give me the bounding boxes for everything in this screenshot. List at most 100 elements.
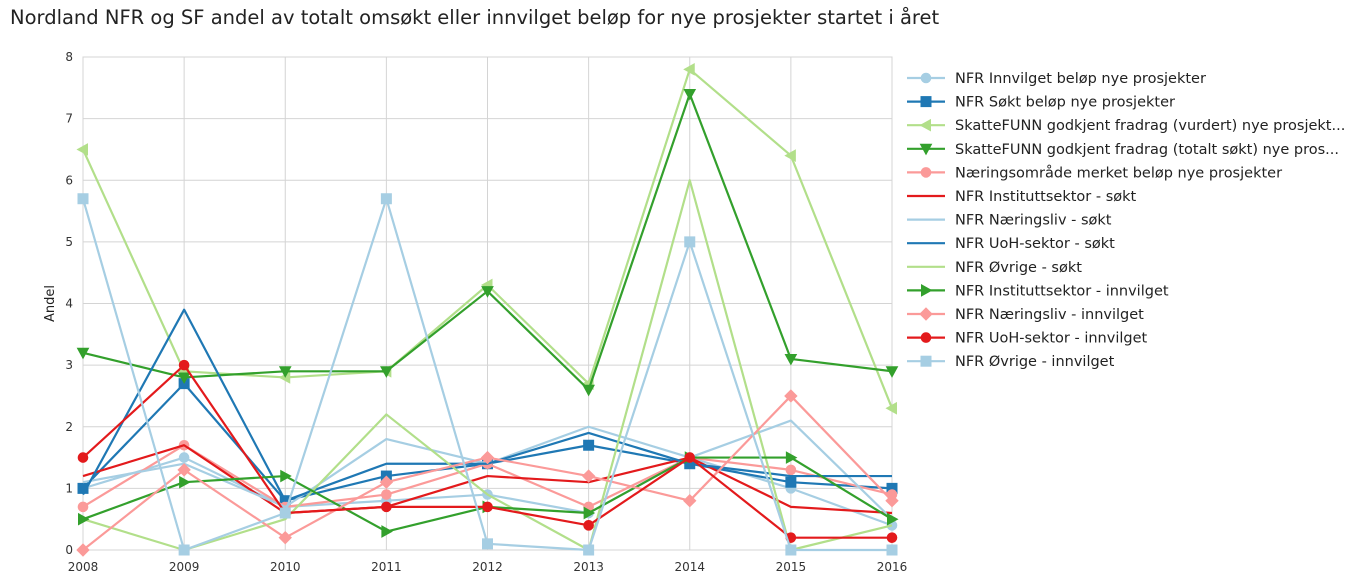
data-point [77,501,89,513]
data-point [785,544,797,556]
data-point [886,532,898,543]
legend-entry: SkatteFUNN godkjent fradrag (vurdert) ny… [907,118,1345,134]
data-point [279,507,291,519]
legend-entry: NFR UoH-sektor - innvilget [907,331,1148,347]
data-point [920,96,932,108]
data-point [76,143,88,156]
data-point [886,544,898,556]
data-point [379,475,394,489]
y-tick-label: 8 [65,50,73,64]
data-point [481,286,494,298]
y-tick-label: 0 [65,543,73,557]
legend-entry: NFR Næringsliv - innvilget [907,307,1144,323]
data-point [887,512,899,526]
x-tick-label: 2009 [169,560,200,574]
data-point [885,493,899,508]
y-tick-label: 7 [65,112,73,126]
legend-label: NFR Instituttsektor - søkt [955,189,1137,205]
y-tick-label: 3 [65,358,73,372]
data-point [381,489,392,500]
data-point [77,193,89,205]
data-point [480,450,495,465]
data-point [583,439,595,451]
chart-title: Nordland NFR og SF andel av totalt omsøk… [10,6,940,29]
series-line [82,179,893,552]
legend-label: NFR Næringsliv - søkt [955,213,1112,229]
data-point [885,366,899,378]
axes: 0 1 2 3 4 5 6 7 8 2008 2009 2010 2011 2012 2013 2014 201… [43,50,907,574]
x-tick-label: 2016 [877,560,908,574]
data-point [78,512,90,526]
legend-label: NFR Næringsliv - innvilget [955,307,1144,323]
data-point [683,88,697,101]
data-point [684,236,696,248]
legend-entry: Næringsområde merket beløp nye prosjekte… [907,164,1282,181]
x-tick-label: 2011 [371,560,402,574]
data-point [920,332,932,343]
legend-entry: SkatteFUNN godkjent fradrag (totalt søkt… [907,142,1339,158]
data-point [178,544,190,556]
legend-entry: NFR Innvilget beløp nye prosjekter [907,71,1206,87]
series-layer [76,62,899,557]
series-8 [82,179,893,552]
legend-label: Næringsområde merket beløp nye prosjekte… [955,164,1282,181]
x-tick-label: 2008 [68,560,99,574]
series-11 [77,359,898,543]
y-tick-label: 2 [65,420,73,434]
data-point [278,366,292,378]
data-point [178,359,190,371]
data-point [380,193,392,205]
data-point [177,463,191,477]
data-point [583,544,595,556]
data-point [76,347,90,360]
y-tick-label: 1 [65,481,73,495]
data-point [380,366,393,378]
legend-entry: NFR Instituttsektor - søkt [907,189,1137,205]
series-10 [76,389,899,557]
data-point [919,118,931,132]
legend-label: NFR UoH-sektor - innvilget [955,331,1148,347]
data-point [885,401,897,415]
data-point [177,372,191,384]
data-point [581,469,596,483]
data-point [785,451,798,464]
data-point [583,520,594,531]
plot-frame [82,56,893,551]
data-point [683,62,695,76]
x-tick-label: 2015 [776,560,807,574]
data-point [683,493,697,508]
series-5 [82,444,893,515]
legend-label: NFR Innvilget beløp nye prosjekter [955,71,1206,87]
legend-entry: NFR Søkt beløp nye prosjekter [907,95,1175,111]
data-point [482,501,493,513]
data-point [381,501,392,513]
y-axis-label: Andel [43,285,58,322]
data-point [684,452,696,463]
data-point [921,284,933,297]
data-point [920,355,932,367]
y-tick-label: 6 [65,173,73,187]
data-point [482,538,493,550]
data-point [280,469,292,483]
legend-label: NFR UoH-sektor - søkt [955,236,1115,252]
legend-label: NFR Øvrige - søkt [955,260,1082,276]
x-tick-label: 2010 [270,560,301,574]
data-point [583,506,596,520]
x-tick-label: 2012 [472,560,503,574]
legend-label: SkatteFUNN godkjent fradrag (totalt søkt… [955,142,1339,158]
legend-label: NFR Instituttsektor - innvilget [955,283,1169,299]
data-point [381,525,393,538]
data-point [785,464,797,476]
data-point [785,476,797,488]
data-point [179,475,191,489]
data-point [178,452,190,463]
legend-entry: NFR Instituttsektor - innvilget [907,283,1169,299]
data-point [919,307,933,321]
data-point [920,72,932,84]
legend-entry: NFR Øvrige - søkt [907,260,1082,276]
data-point [278,530,292,545]
data-point [784,353,798,366]
data-point [582,384,595,397]
y-tick-label: 5 [65,235,73,249]
